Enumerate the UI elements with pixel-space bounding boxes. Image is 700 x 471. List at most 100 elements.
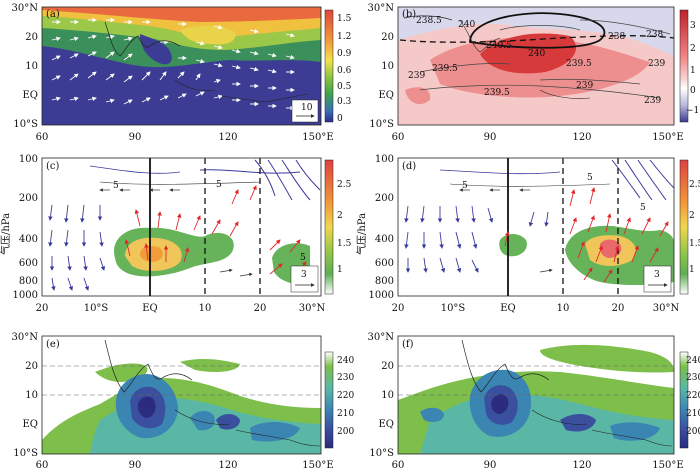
- map-ytick: 20: [381, 32, 394, 43]
- map-xtick: 60: [36, 460, 49, 471]
- colorbar-f-tick: 220: [686, 391, 700, 401]
- contour-label: 238.5: [416, 16, 442, 26]
- sec-ytick: 600: [375, 258, 394, 269]
- colorbar-c-tick: 2: [337, 211, 343, 221]
- colorbar-e-tick: 220: [337, 391, 354, 401]
- contour-label: 239: [644, 96, 661, 106]
- colorbar-b-tick: 1: [690, 66, 696, 76]
- map-xtick: 90: [129, 460, 142, 471]
- colorbar-e-tick: 240: [337, 356, 354, 366]
- map-xtick: 120: [572, 460, 591, 471]
- contour-label: 240: [458, 20, 475, 30]
- sec-ytick: 800: [19, 276, 38, 287]
- panel-c: 5 5 5 3 (c) 2.5 2 1.5 1: [41, 157, 352, 297]
- map-ytick: 10°S: [13, 448, 38, 459]
- sec-xtick: 20: [612, 303, 625, 314]
- panel-label-b: (b): [402, 9, 416, 20]
- map-ytick: 10: [25, 61, 38, 72]
- colorbar-a-tick: 0: [337, 114, 343, 124]
- contour-label: 239.5: [484, 88, 510, 98]
- ref-vector-cd-label: 3: [654, 270, 660, 280]
- map-ytick: 30°N: [368, 332, 395, 343]
- sec-ytick: 200: [19, 193, 38, 204]
- colorbar-d: [679, 159, 689, 295]
- sec-xtick: 20: [36, 303, 49, 314]
- sec-ylabel: 气压/hPa: [0, 213, 12, 255]
- colorbar-e-tick: 230: [337, 373, 354, 383]
- sec-ytick: 400: [375, 234, 394, 245]
- map-ytick: EQ: [379, 90, 395, 101]
- map-ytick: 30°N: [368, 3, 395, 14]
- sec-xtick: 20: [392, 303, 405, 314]
- sec-ytick: 1000: [13, 290, 38, 301]
- map-ytick: 10: [25, 390, 38, 401]
- sec-ytick: 100: [19, 154, 38, 165]
- map-ytick: EQ: [23, 419, 39, 430]
- colorbar-c-tick: 1: [337, 265, 343, 275]
- map-xtick: 150°E: [302, 460, 333, 471]
- sec-ytick: 800: [375, 276, 394, 287]
- map-xtick: 60: [392, 460, 405, 471]
- contour-label: 5: [640, 203, 646, 213]
- colorbar-f-tick: 210: [686, 409, 700, 419]
- map-ytick: 20: [25, 361, 38, 372]
- map-ytick: 20: [25, 32, 38, 43]
- contour-label: 5: [113, 181, 119, 191]
- contour-label: 239: [408, 71, 425, 81]
- colorbar-e-tick: 200: [337, 427, 354, 437]
- colorbar-e: [324, 351, 334, 449]
- map-xtick: 120: [572, 132, 591, 143]
- sec-ytick: 400: [19, 234, 38, 245]
- panel-e: (e) 240 230 220 210 200: [41, 335, 354, 455]
- ref-vector-a-label: 10: [301, 103, 313, 113]
- sec-ytick: 100: [375, 154, 394, 165]
- contour-label: 5: [216, 180, 222, 190]
- sec-xtick: 20: [254, 303, 267, 314]
- contour-label: 239: [648, 59, 665, 69]
- colorbar-b-tick: 2: [690, 44, 696, 54]
- contour-label: 238: [646, 30, 663, 40]
- map-ytick: EQ: [379, 419, 395, 430]
- sec-xtick: 30°N: [299, 303, 326, 314]
- panel-d: 5 5 5 3 (d) 2.5 2 1.5 1: [397, 157, 700, 297]
- map-ytick: 10: [381, 61, 394, 72]
- colorbar-a-tick: 0.5: [337, 82, 352, 92]
- panel-a: 10 (a) 1.5 1.2 0.9 0.6 0.5 0.3 0: [41, 6, 352, 126]
- map-ytick: 30°N: [12, 3, 39, 14]
- contour-label: 5: [587, 173, 593, 183]
- panel-label-a: (a): [46, 9, 60, 20]
- sec-ytick: 1000: [369, 290, 394, 301]
- map-xtick: 150°E: [652, 132, 683, 143]
- colorbar-c-tick: 1.5: [337, 239, 352, 249]
- colorbar-a: [324, 9, 334, 123]
- colorbar-a-tick: 1.5: [337, 14, 352, 24]
- panel-label-d: (d): [402, 161, 416, 172]
- contour-label: 240: [528, 49, 545, 59]
- colorbar-f: [679, 351, 689, 449]
- map-ytick: 20: [381, 361, 394, 372]
- colorbar-c-tick: 2.5: [337, 180, 352, 190]
- sec-ytick: 600: [19, 258, 38, 269]
- colorbar-a-tick: 1.2: [337, 32, 351, 42]
- map-xtick: 60: [36, 132, 49, 143]
- colorbar-b-tick: 3: [690, 21, 696, 31]
- map-xtick: 90: [484, 132, 497, 143]
- panel-b: 238.5 240 240.5 240 238 238 239.5 239 23…: [397, 6, 699, 126]
- panel-label-c: (c): [46, 161, 60, 172]
- map-xtick: 120: [218, 132, 237, 143]
- contour-label: 239: [576, 81, 593, 91]
- map-ytick: EQ: [23, 90, 39, 101]
- contour-label: 240.5: [486, 41, 512, 51]
- colorbar-a-tick: 0.9: [337, 49, 352, 59]
- colorbar-a-tick: 0.3: [337, 97, 352, 107]
- map-ytick: 10°S: [369, 448, 394, 459]
- panel-label-f: (f): [402, 339, 414, 350]
- contour-label: 5: [300, 253, 306, 263]
- sec-xtick: EQ: [142, 303, 158, 314]
- contour-label: 239.5: [566, 59, 592, 69]
- sec-ytick: 200: [375, 193, 394, 204]
- map-xtick: 150°E: [302, 132, 333, 143]
- map-ytick: 10°S: [13, 119, 38, 130]
- panel-f: (f) 240 230 220 210 200: [397, 335, 700, 455]
